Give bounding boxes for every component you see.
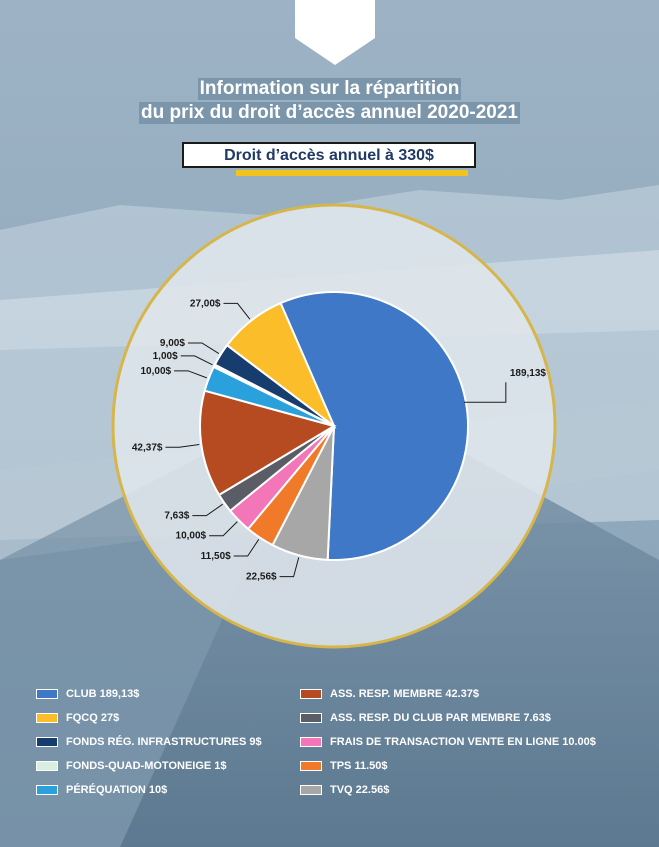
legend-label: ASS. RESP. MEMBRE 42.37$ [330, 688, 479, 700]
legend-label: FONDS RÉG. INFRASTRUCTURES 9$ [66, 736, 262, 748]
legend-label: CLUB 189,13$ [66, 688, 140, 700]
leader-line-2 [233, 539, 260, 557]
leader-line-4 [192, 503, 224, 517]
leader-line-0 [463, 382, 507, 403]
legend-item: FONDS RÉG. INFRASTRUCTURES 9$ [36, 734, 262, 750]
leader-line-3 [209, 521, 238, 537]
pie-chart: 189,13$ 22,56$ 11,50$ 10,00$ 7,63$ 42,37$ 10,0… [111, 203, 557, 649]
legend: CLUB 189,13$ FQCQ 27$ FONDS RÉG. INFRASTRU… [0, 686, 659, 806]
pie-slice-5 [199, 389, 337, 497]
legend-swatch [36, 785, 58, 795]
legend-item: ASS. RESP. DU CLUB PAR MEMBRE 7.63$ [300, 710, 551, 726]
leader-line-1 [279, 557, 300, 578]
pie-slice-9 [225, 301, 337, 430]
leader-line-7 [180, 355, 213, 366]
data-label-7: 1,00$ [153, 351, 178, 362]
label-leader-lines [165, 302, 507, 578]
legend-label: ASS. RESP. DU CLUB PAR MEMBRE 7.63$ [330, 712, 551, 724]
data-label-6: 10,00$ [140, 366, 171, 377]
legend-item: FONDS-QUAD-MOTONEIGE 1$ [36, 758, 227, 774]
leader-line-9 [223, 302, 251, 320]
title-line-2: du prix du droit d’accès annuel 2020-202… [139, 102, 520, 124]
legend-label: FONDS-QUAD-MOTONEIGE 1$ [66, 760, 227, 772]
legend-label: TVQ 22.56$ [330, 784, 390, 796]
legend-swatch [36, 689, 58, 699]
legend-swatch [300, 785, 322, 795]
legend-item: TVQ 22.56$ [300, 782, 389, 798]
legend-label: TPS 11.50$ [330, 760, 388, 772]
leader-line-5 [165, 444, 200, 448]
page-title: Information sur la répartition du prix d… [0, 78, 659, 126]
leader-line-8 [187, 342, 220, 355]
legend-label: FQCQ 27$ [66, 712, 120, 724]
subtitle-underline [236, 170, 468, 176]
data-label-2: 11,50$ [201, 551, 231, 562]
legend-label: PÉRÉQUATION 10$ [66, 784, 168, 796]
legend-item: FQCQ 27$ [36, 710, 119, 726]
data-labels: 189,13$ 22,56$ 11,50$ 10,00$ 7,63$ 42,37$ 10,0… [132, 298, 547, 582]
leader-line-6 [174, 370, 207, 379]
legend-item: CLUB 189,13$ [36, 686, 139, 702]
legend-label: FRAIS DE TRANSACTION VENTE EN LIGNE 10.0… [330, 736, 596, 748]
subtitle-text: Droit d’accès annuel à 330$ [224, 147, 434, 164]
legend-swatch [300, 689, 322, 699]
legend-item: FRAIS DE TRANSACTION VENTE EN LIGNE 10.0… [300, 734, 596, 750]
legend-swatch [36, 737, 58, 747]
legend-item: ASS. RESP. MEMBRE 42.37$ [300, 686, 479, 702]
title-line-1: Information sur la répartition [197, 78, 462, 100]
legend-swatch [300, 737, 322, 747]
data-label-8: 9,00$ [160, 338, 185, 349]
data-label-3: 10,00$ [176, 531, 207, 542]
data-label-5: 42,37$ [132, 442, 163, 453]
legend-swatch [300, 713, 322, 723]
subtitle-box: Droit d’accès annuel à 330$ [182, 142, 476, 168]
legend-swatch [300, 761, 322, 771]
legend-item: TPS 11.50$ [300, 758, 388, 774]
data-label-4: 7,63$ [164, 511, 189, 522]
data-label-1: 22,56$ [246, 572, 277, 583]
legend-swatch [36, 713, 58, 723]
chevron-down-icon [295, 0, 375, 65]
data-label-9: 27,00$ [190, 298, 221, 309]
legend-item: PÉRÉQUATION 10$ [36, 782, 167, 798]
pie-slices [199, 291, 469, 561]
legend-swatch [36, 761, 58, 771]
data-label-0: 189,13$ [510, 368, 547, 379]
